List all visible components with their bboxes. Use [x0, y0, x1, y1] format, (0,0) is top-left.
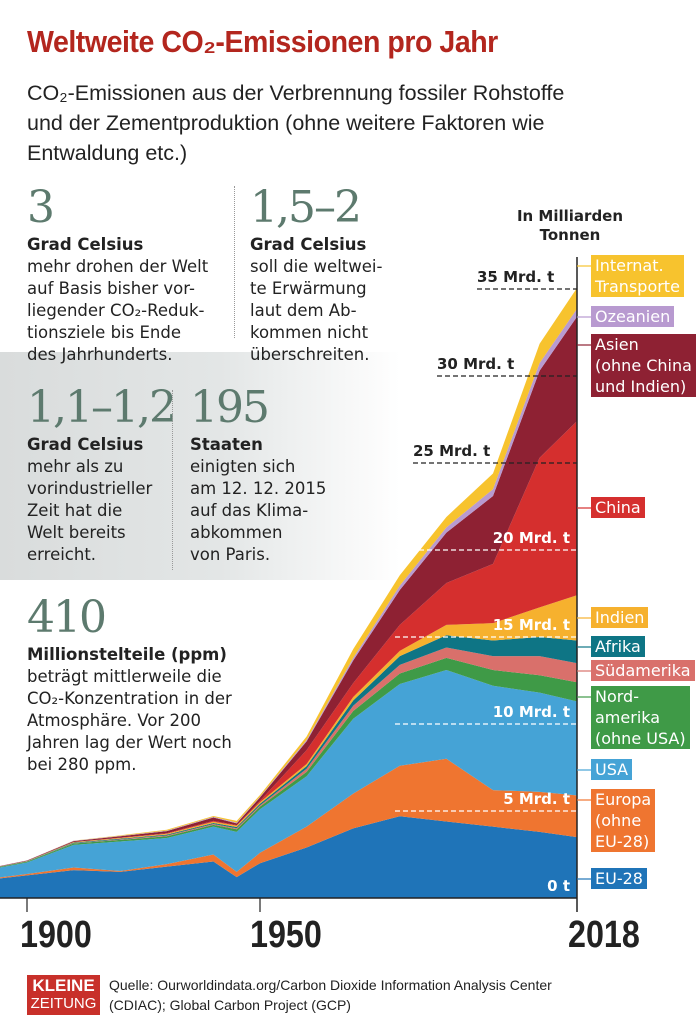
legend-item: Europa (ohne EU-28) — [591, 789, 656, 852]
fact-unit: Grad Celsius — [250, 235, 367, 254]
fact-text: einigten sich am 12. 12. 2015 auf das Kl… — [190, 457, 327, 564]
legend-item: EU-28 — [591, 868, 647, 889]
legend-item: Südamerika — [591, 660, 695, 681]
logo-line: KLEINE — [32, 976, 95, 995]
y-tick-label: 35 Mrd. t — [477, 268, 554, 286]
fact-number: 1,5–2 — [250, 182, 362, 233]
logo-line: ZEITUNG — [30, 995, 97, 1012]
fact-unit: Millionstelteile (ppm) — [27, 645, 227, 664]
source-note: Quelle: Ourworldindata.org/Carbon Dioxid… — [109, 977, 552, 1013]
area-china — [0, 421, 577, 867]
y-tick-label: 25 Mrd. t — [413, 442, 490, 460]
legend-item: USA — [591, 759, 633, 780]
kleine-zeitung-logo: KLEINE ZEITUNG — [27, 975, 100, 1015]
y-tick-label: 30 Mrd. t — [437, 355, 514, 373]
legend-item: Nord- amerika (ohne USA) — [591, 686, 690, 749]
x-tick-label: 1900 — [20, 914, 92, 956]
y-tick-label: 20 Mrd. t — [493, 529, 570, 547]
legend-item: Afrika — [591, 636, 645, 657]
legend-item: Ozeanien — [591, 306, 675, 327]
area-group — [0, 288, 577, 898]
fact-3-degrees: 3 Grad Celsius mehr drohen der Welt auf … — [27, 184, 208, 366]
unit-label: In Milliarden Tonnen — [516, 207, 624, 244]
fact-410-ppm: 410 Millionstelteile (ppm) beträgt mittl… — [27, 594, 232, 776]
y-tick-label: 5 Mrd. t — [503, 790, 570, 808]
subtitle: CO₂-Emissionen aus der Verbrennung fossi… — [27, 81, 565, 165]
fact-number: 195 — [190, 382, 270, 433]
fact-text: beträgt mittlerweile die CO₂-Konzentrati… — [27, 667, 232, 774]
legend-item: Indien — [591, 607, 649, 628]
area-nord-amerika-ohne-usa- — [0, 657, 577, 868]
fact-1-5-2-degrees: 1,5–2 Grad Celsius soll die weltwei- te … — [250, 184, 382, 366]
legend-item: Asien (ohne China und Indien) — [591, 334, 696, 397]
area-südamerika — [0, 647, 577, 867]
fact-number: 1,1–1,2 — [27, 382, 177, 433]
legend-item: Internat. Transporte — [591, 255, 684, 297]
y-tick-label: 0 t — [547, 877, 570, 895]
area-usa — [0, 670, 577, 878]
fact-text: mehr drohen der Welt auf Basis bisher vo… — [27, 257, 209, 364]
area-europa-ohne-eu-28- — [0, 758, 577, 879]
fact-text: soll die weltwei- te Erwärmung laut dem … — [250, 257, 383, 364]
fact-unit: Staaten — [190, 435, 263, 454]
fact-unit: Grad Celsius — [27, 235, 144, 254]
fact-195-states: 195 Staaten einigten sich am 12. 12. 201… — [190, 384, 326, 566]
fact-1-1-1-2-degrees: 1,1–1,2 Grad Celsius mehr als zu vorindu… — [27, 382, 177, 566]
area-indien — [0, 595, 577, 867]
divider — [234, 186, 235, 338]
y-tick-label: 15 Mrd. t — [493, 616, 570, 634]
area-eu-28 — [0, 816, 577, 898]
y-tick-label: 10 Mrd. t — [493, 703, 570, 721]
fact-number: 410 — [27, 592, 107, 643]
fact-text: mehr als zu vorindustrieller Zeit hat di… — [27, 457, 153, 564]
fact-number: 3 — [27, 182, 55, 233]
x-tick-label: 1950 — [250, 914, 322, 956]
legend-item: China — [591, 497, 645, 518]
highlight-band — [0, 352, 400, 580]
fact-unit: Grad Celsius — [27, 435, 144, 454]
page-title: Weltweite CO₂-Emissionen pro Jahr — [27, 24, 498, 59]
divider — [172, 390, 173, 570]
x-tick-label: 2018 — [568, 914, 640, 956]
